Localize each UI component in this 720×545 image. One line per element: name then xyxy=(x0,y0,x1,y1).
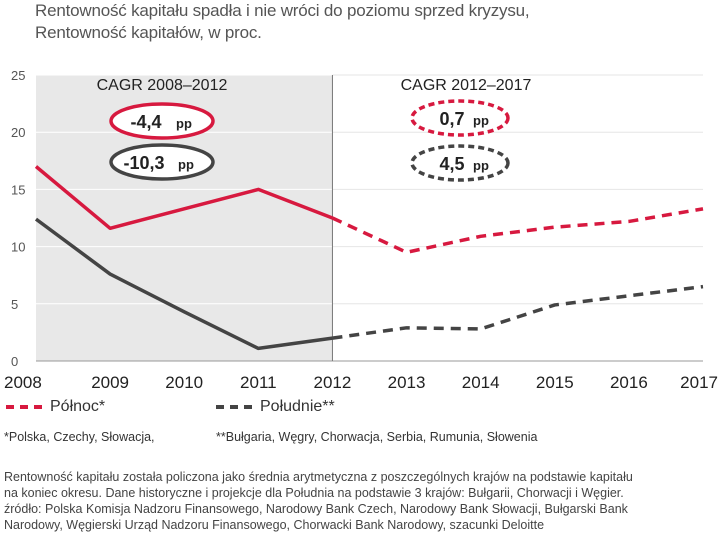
y-tick-labels: 0 5 10 15 20 25 xyxy=(11,68,25,369)
series-line-polnoc-historical xyxy=(34,165,334,231)
poludnie-left-value: -10,3 xyxy=(123,153,164,173)
polnoc-right-ellipse xyxy=(410,99,510,137)
legend-poludnie-swatch xyxy=(216,405,252,409)
y-tick-label: 0 xyxy=(11,354,18,369)
x-tick-label: 2008 xyxy=(4,373,42,392)
polnoc-right-unit: pp xyxy=(473,113,489,128)
legend-poludnie: Południe** xyxy=(216,398,335,416)
x-tick-label: 2013 xyxy=(388,373,426,392)
x-tick-label: 2017 xyxy=(680,373,718,392)
y-tick-label: 15 xyxy=(11,182,25,197)
note-polnoc: *Polska, Czechy, Słowacja, xyxy=(4,430,155,444)
poludnie-right-ellipse xyxy=(410,144,510,182)
series-lines xyxy=(34,165,704,351)
polnoc-left-ellipse xyxy=(109,102,215,140)
footer-line: źródło: Polska Komisja Nadzoru Finansowe… xyxy=(4,502,628,516)
note-poludnie: **Bułgaria, Węgry, Chorwacja, Serbia, Ru… xyxy=(216,430,538,444)
chart-title: Rentowność kapitału spadła i nie wróci d… xyxy=(35,1,530,20)
polnoc-left-unit: pp xyxy=(176,116,192,131)
poludnie-right-value: 4,5 xyxy=(439,154,464,174)
x-tick-label: 2012 xyxy=(314,373,352,392)
polnoc-right-value: 0,7 xyxy=(439,109,464,129)
x-tick-label: 2015 xyxy=(536,373,574,392)
x-tick-labels: 2008 2009 2010 2011 2012 2013 2014 2015 2016 2017 xyxy=(4,373,718,392)
y-tick-label: 20 xyxy=(11,125,25,140)
legend-poludnie-label: Południe** xyxy=(260,398,335,415)
footer-line: Rentowność kapitału została policzona ja… xyxy=(4,470,633,484)
y-tick-label: 5 xyxy=(11,297,18,312)
legend-polnoc-label: Północ* xyxy=(50,398,106,415)
footer-line: Narodowy, Węgierski Urząd Nadzoru Finans… xyxy=(4,518,545,532)
poludnie-right-unit: pp xyxy=(473,158,489,173)
legend-polnoc-swatch xyxy=(6,405,42,409)
series-line-poludnie-forecast xyxy=(332,284,704,340)
poludnie-left-ellipse xyxy=(109,143,215,181)
polnoc-left-value: -4,4 xyxy=(130,112,161,132)
cagr-right-label: CAGR 2012–2017 xyxy=(401,77,532,94)
footer-notes: Rentowność kapitału została policzona ja… xyxy=(4,469,716,533)
footer-line: na koniec okresu. Dane historyczne i pro… xyxy=(4,486,624,500)
x-tick-label: 2010 xyxy=(165,373,203,392)
chart-subtitle: Rentowność kapitałów, w proc. xyxy=(35,23,262,42)
x-tick-label: 2016 xyxy=(610,373,648,392)
series-line-polnoc-forecast xyxy=(331,207,704,255)
y-tick-label: 10 xyxy=(11,240,25,255)
y-tick-label: 25 xyxy=(11,68,25,83)
x-tick-label: 2009 xyxy=(91,373,129,392)
cagr-left-label: CAGR 2008–2012 xyxy=(97,77,228,94)
x-tick-label: 2014 xyxy=(462,373,500,392)
series-line-poludnie-historical xyxy=(34,217,333,351)
legend-polnoc: Północ* xyxy=(6,398,105,416)
poludnie-left-unit: pp xyxy=(178,157,194,172)
x-tick-label: 2011 xyxy=(240,373,277,392)
